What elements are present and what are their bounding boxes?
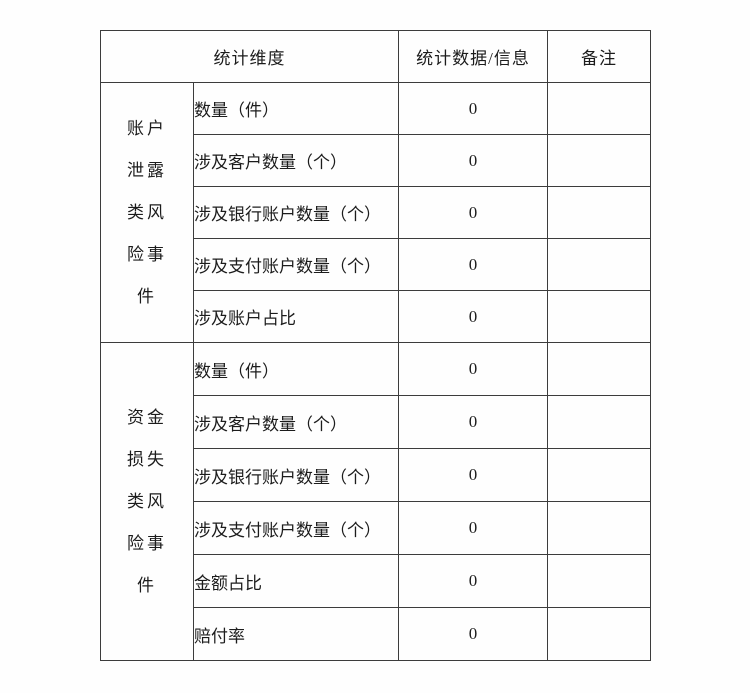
table-row: 涉及客户数量（个） 0 bbox=[101, 395, 651, 449]
row-value-cell: 0 bbox=[398, 82, 548, 135]
table-row: 赔付率 0 bbox=[101, 607, 651, 661]
table-row: 账户 泄露 类风 险事 件 数量（件） 0 bbox=[100, 82, 651, 343]
table-row: 涉及账户占比 0 bbox=[101, 290, 651, 343]
table-row: 金额占比 0 bbox=[101, 554, 651, 608]
header-cell-data-info: 统计数据/信息 bbox=[398, 30, 548, 83]
row-value-cell: 0 bbox=[398, 134, 548, 187]
group-label-text: 账户 泄露 类风 险事 件 bbox=[127, 118, 167, 306]
row-value-cell: 0 bbox=[398, 501, 548, 555]
row-remark-cell bbox=[547, 342, 651, 396]
row-label-cell: 数量（件） bbox=[193, 342, 399, 396]
group-label-fund-loss: 资金 损失 类风 险事 件 bbox=[100, 342, 194, 661]
table-row: 涉及银行账户数量（个） 0 bbox=[101, 448, 651, 502]
row-label-cell: 数量（件） bbox=[193, 82, 399, 135]
row-label-cell: 涉及银行账户数量（个） bbox=[193, 186, 399, 239]
header-cell-remark: 备注 bbox=[547, 30, 651, 83]
row-label-cell: 涉及银行账户数量（个） bbox=[193, 448, 399, 502]
row-remark-cell bbox=[547, 448, 651, 502]
row-value-cell: 0 bbox=[398, 342, 548, 396]
statistics-table: 统计维度 统计数据/信息 备注 账户 泄露 类风 险事 件 数量（件） 0 涉及… bbox=[100, 30, 651, 661]
row-value-cell: 0 bbox=[398, 607, 548, 661]
row-remark-cell bbox=[547, 554, 651, 608]
table-row: 涉及银行账户数量（个） 0 bbox=[101, 186, 651, 239]
row-label-cell: 涉及支付账户数量（个） bbox=[193, 238, 399, 291]
row-value-cell: 0 bbox=[398, 554, 548, 608]
row-label-cell: 涉及客户数量（个） bbox=[193, 134, 399, 187]
table-header-row: 统计维度 统计数据/信息 备注 bbox=[100, 30, 651, 83]
group-label-account-leak: 账户 泄露 类风 险事 件 bbox=[100, 82, 194, 343]
row-value-cell: 0 bbox=[398, 290, 548, 343]
header-cell-dimension: 统计维度 bbox=[100, 30, 399, 83]
row-remark-cell bbox=[547, 238, 651, 291]
row-label-cell: 涉及账户占比 bbox=[193, 290, 399, 343]
table-row: 资金 损失 类风 险事 件 数量（件） 0 bbox=[100, 342, 651, 661]
row-remark-cell bbox=[547, 290, 651, 343]
row-remark-cell bbox=[547, 395, 651, 449]
row-label-cell: 涉及支付账户数量（个） bbox=[193, 501, 399, 555]
row-value-cell: 0 bbox=[398, 186, 548, 239]
row-value-cell: 0 bbox=[398, 448, 548, 502]
row-label-cell: 赔付率 bbox=[193, 607, 399, 661]
row-value-cell: 0 bbox=[398, 395, 548, 449]
row-label-cell: 涉及客户数量（个） bbox=[193, 395, 399, 449]
row-remark-cell bbox=[547, 82, 651, 135]
row-label-cell: 金额占比 bbox=[193, 554, 399, 608]
table-row: 涉及支付账户数量（个） 0 bbox=[101, 238, 651, 291]
table-row: 涉及客户数量（个） 0 bbox=[101, 134, 651, 187]
row-remark-cell bbox=[547, 134, 651, 187]
row-remark-cell bbox=[547, 501, 651, 555]
group-label-text: 资金 损失 类风 险事 件 bbox=[127, 407, 167, 595]
row-remark-cell bbox=[547, 186, 651, 239]
table-row: 涉及支付账户数量（个） 0 bbox=[101, 501, 651, 555]
row-value-cell: 0 bbox=[398, 238, 548, 291]
row-remark-cell bbox=[547, 607, 651, 661]
